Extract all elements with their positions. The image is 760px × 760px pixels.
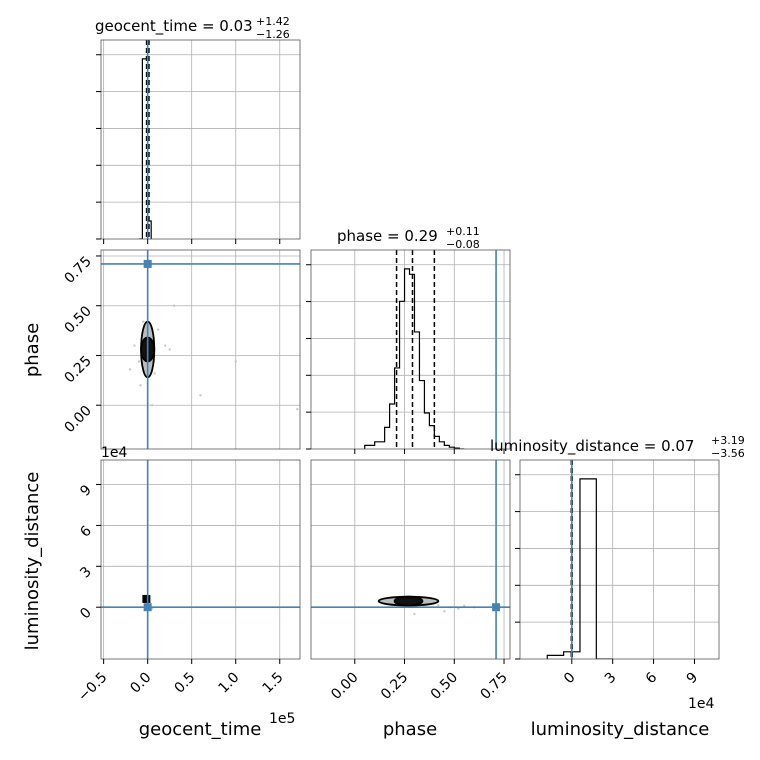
ytick-label-phase: 0.50 [61,303,94,336]
panel-1-0-frame [100,249,301,450]
xtick-label-geocent_time: −0.5 [75,670,110,705]
title-phase-plus: +0.11 [446,225,480,238]
offset-geocent-time-x: 1e5 [269,711,295,727]
xlabel-phase: phase [383,719,437,740]
title-geocent-time-plus: +1.42 [256,15,290,28]
scatter-point [437,603,440,607]
panel-1-1-frame [310,249,511,450]
title-luminosity-distance-minus: −3.56 [711,447,745,460]
offset-luminosity-distance-y: 1e4 [101,445,128,461]
title-geocent-time: geocent_time = 0.03 [95,17,253,36]
ytick-label-luminosity_distance: 3 [77,564,95,582]
truth-marker [492,603,501,612]
scatter-point [142,320,145,323]
hist-phase [364,268,465,449]
xtick-label-geocent_time: 1.0 [215,670,242,697]
hist-luminosity_distance [546,478,613,659]
ytick-label-phase: 0.25 [61,353,94,386]
scatter-point [443,610,446,613]
xtick-label-luminosity_distance: 0 [561,670,579,688]
scatter-point [150,404,154,407]
scatter-point [199,394,202,397]
truth-marker [143,259,152,268]
xtick-label-geocent_time: 0.0 [127,670,154,697]
xtick-label-phase: 0.75 [478,670,511,703]
panel-2-0-frame [100,459,301,660]
xtick-label-geocent_time: 0.5 [171,670,198,697]
ylabel-luminosity-distance: luminosity_distance [22,472,43,651]
scatter-point [137,360,141,363]
contour-level [393,595,424,607]
scatter-point [128,368,132,371]
scatter-point [133,344,136,347]
scatter-point [164,344,167,347]
scatter-point [172,304,176,307]
xtick-label-phase: 0.00 [328,670,361,703]
panel-0-0-frame [100,39,301,240]
title-phase: phase = 0.29 [337,227,438,245]
panel-2-1-frame [310,459,511,660]
scatter-point [157,328,160,331]
xlabel-luminosity-distance: luminosity_distance [531,719,710,740]
xtick-label-geocent_time: 1.5 [260,670,287,697]
scatter-point [413,612,416,616]
xtick-label-luminosity_distance: 3 [602,670,620,688]
xtick-label-luminosity_distance: 9 [684,670,702,688]
scatter-point [168,348,171,351]
xtick-label-luminosity_distance: 6 [643,669,661,687]
truth-marker [143,603,152,612]
density-blob [142,594,151,603]
ylabel-phase: phase [22,323,43,377]
title-luminosity-distance-plus: +3.19 [711,434,745,447]
ytick-label-luminosity_distance: 6 [77,523,95,541]
ytick-label-luminosity_distance: 9 [77,482,95,500]
xlabel-geocent-time: geocent_time [139,719,262,740]
scatter-point [234,360,237,363]
title-geocent-time-minus: −1.26 [256,28,290,41]
ytick-label-phase: 0.00 [61,403,94,436]
xtick-label-phase: 0.50 [428,670,461,703]
scatter-point [153,372,156,375]
ytick-label-phase: 0.75 [61,253,94,286]
offset-luminosity-distance-x: 1e4 [688,696,715,712]
scatter-point [139,384,142,387]
title-luminosity-distance: luminosity_distance = 0.07 [490,437,694,456]
data-layer [101,40,613,659]
ytick-label-luminosity_distance: 0 [77,605,95,623]
scatter-point [296,408,299,411]
grid-layer [101,40,719,659]
title-phase-minus: −0.08 [446,238,480,251]
panel-2-2-frame [519,459,720,660]
xtick-label-phase: 0.25 [378,670,411,703]
